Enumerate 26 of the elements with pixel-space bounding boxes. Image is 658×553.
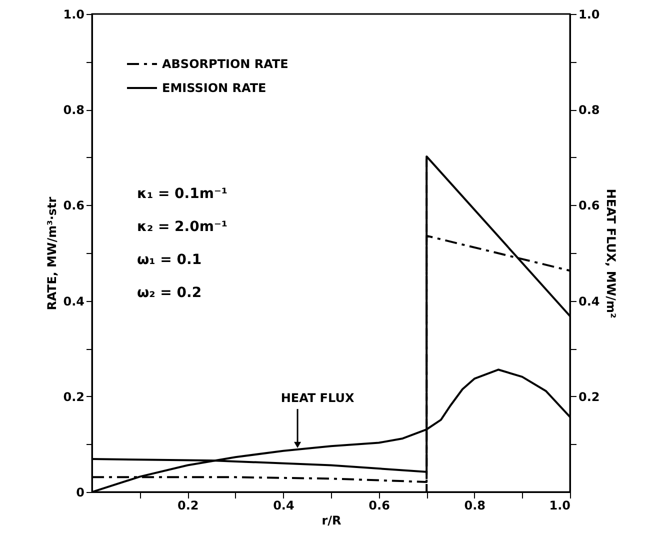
y2-tick-label: 1.0 <box>578 8 600 22</box>
annotation: ω₂ = 0.2 <box>137 285 202 301</box>
x-tick-label: 0.8 <box>464 498 486 512</box>
annotation: ω₁ = 0.1 <box>137 252 202 268</box>
y-tick-label: 0 <box>76 486 84 500</box>
legend-label: EMISSION RATE <box>162 81 266 95</box>
x-tick-label: 0.6 <box>368 498 390 512</box>
y2-axis-title: HEAT FLUX, MW/m² <box>604 188 618 318</box>
x-tick-label: 0.4 <box>273 498 294 512</box>
y-tick-label: 0.4 <box>63 294 84 308</box>
y2-tick-label: 0.6 <box>578 198 600 213</box>
annotation: HEAT FLUX <box>280 390 355 405</box>
annotation: κ₁ = 0.1m⁻¹ <box>137 186 228 202</box>
y-tick-label: 0.6 <box>63 198 84 213</box>
y-tick-label: 0.8 <box>63 103 84 118</box>
y2-tick-label: 0.8 <box>578 103 600 118</box>
x-tick-label: 1.0 <box>549 498 570 512</box>
x-tick-label: 0.2 <box>177 498 199 512</box>
annotation: κ₂ = 2.0m⁻¹ <box>137 219 228 235</box>
y2-tick-label: 0.2 <box>578 390 600 404</box>
legend-label: ABSORPTION RATE <box>162 57 288 71</box>
y2-tick-label: 0.4 <box>578 294 600 308</box>
y-tick-label: 0.2 <box>63 390 84 404</box>
x-axis-title: r/R <box>322 514 342 528</box>
y-tick-label: 1.0 <box>63 8 84 22</box>
y-axis-title: RATE, MW/m³·str <box>45 196 60 310</box>
